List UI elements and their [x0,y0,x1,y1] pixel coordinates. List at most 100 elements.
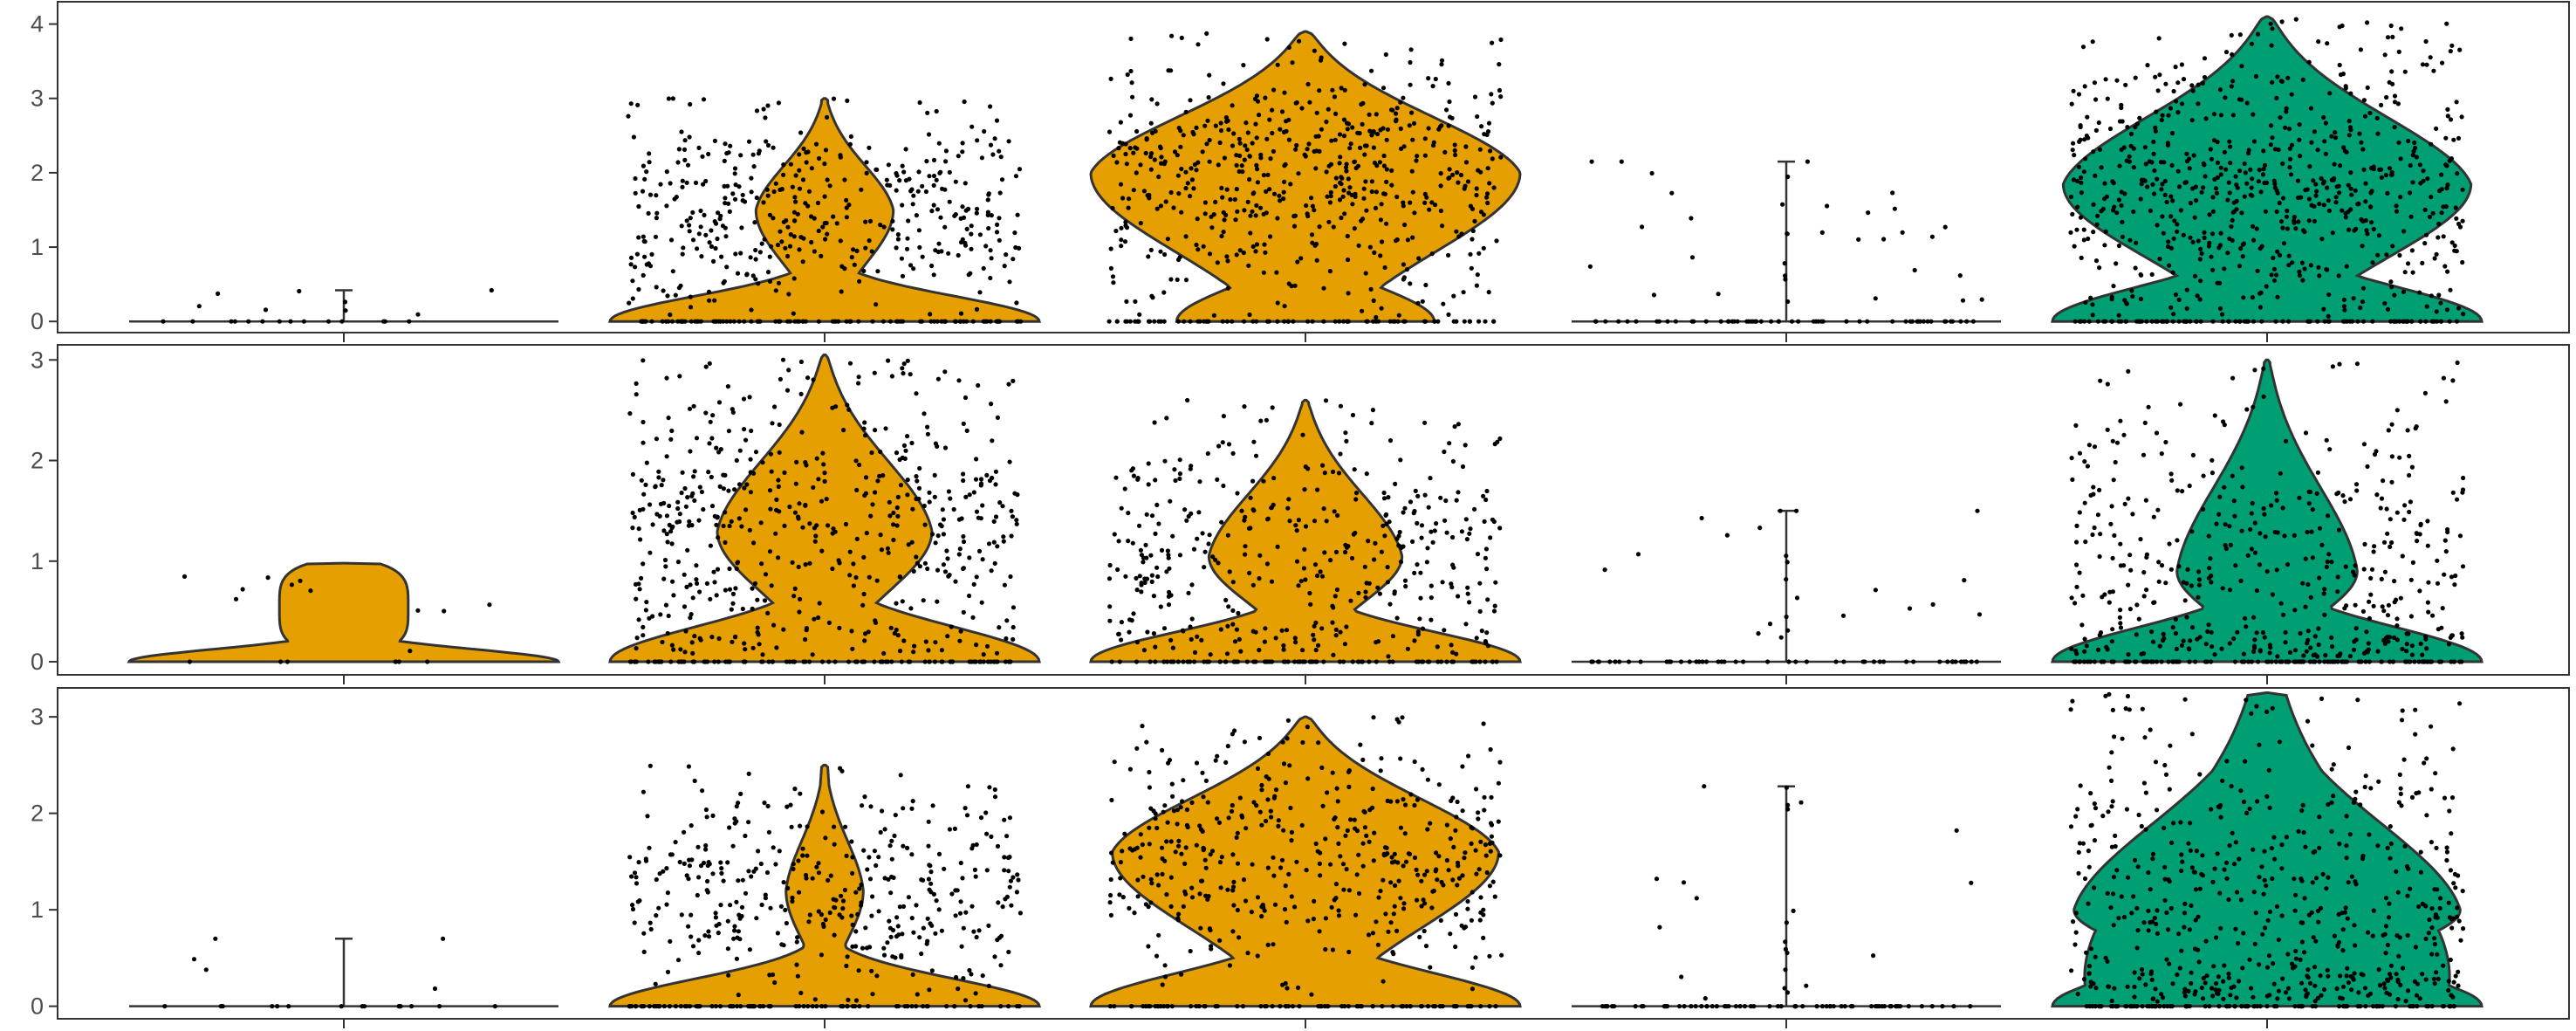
data-point [934,177,939,182]
data-point [998,963,1004,968]
data-point [1484,488,1490,494]
data-point [1428,821,1433,826]
data-point [915,560,920,566]
data-point [2071,177,2077,182]
data-point [2346,182,2351,188]
data-point [1796,319,1801,324]
data-point [1308,601,1313,608]
data-point [761,1004,766,1009]
data-point [1300,739,1305,746]
violin-body [1089,715,1522,1008]
data-point [901,443,907,448]
data-point [1452,424,1457,430]
data-point [641,633,646,638]
data-point [994,230,1000,235]
data-point [1380,239,1385,244]
data-point [1484,630,1490,636]
data-point [2169,131,2175,136]
data-point [1474,787,1479,792]
data-point [1253,121,1258,127]
data-point [983,810,989,815]
data-point [2090,302,2095,307]
data-point [783,907,788,912]
data-point [910,972,915,977]
data-point [2392,93,2398,99]
data-point [2249,511,2254,516]
data-point [2262,635,2267,640]
data-point [1401,863,1406,869]
data-point [1367,112,1372,117]
jitter-points [1107,715,1504,1009]
data-point [1254,162,1259,168]
data-point [2449,795,2456,801]
data-point [2159,451,2164,457]
data-point [1292,904,1298,910]
data-point [977,232,983,237]
data-point [1209,944,1214,949]
data-point [1134,845,1140,850]
data-point [627,411,633,416]
data-point [641,440,646,445]
data-point [647,550,653,555]
data-point [1456,180,1461,185]
data-point [2286,253,2292,258]
data-point [1785,950,1790,956]
data-point [801,146,806,151]
data-point [1482,808,1487,813]
data-point [831,526,836,532]
data-point [1184,807,1189,813]
data-point [408,649,413,654]
data-point [2353,188,2358,193]
data-point [2241,241,2246,246]
data-point [2074,227,2079,232]
data-point [1681,880,1687,885]
data-point [1871,659,1877,664]
data-point [2175,538,2180,543]
data-point [1136,523,1142,528]
data-point [816,477,821,482]
data-point [986,983,991,988]
data-point [1312,519,1318,524]
data-point [2337,653,2342,658]
data-point [840,906,846,911]
data-point [636,581,641,587]
data-point [1442,449,1447,455]
data-point [1477,918,1483,923]
data-point [825,114,830,120]
data-point [2392,125,2397,130]
data-point [246,319,251,324]
data-point [1119,244,1124,249]
data-point [669,852,675,857]
data-point [1975,508,1980,513]
data-point [2098,378,2103,383]
data-point [2382,300,2388,306]
data-point [2429,195,2434,200]
data-point [2130,293,2135,299]
data-point [2217,306,2223,311]
data-point [628,255,634,260]
data-point [891,522,896,527]
data-point [2083,299,2088,306]
data-point [841,428,846,433]
data-point [2347,319,2353,324]
data-point [2336,273,2341,278]
data-point [2076,164,2082,169]
data-point [1118,860,1123,865]
data-point [2208,556,2213,561]
data-point [1782,986,1787,991]
data-point [748,457,753,462]
data-point [941,532,946,537]
data-point [1224,319,1230,324]
data-point [1242,404,1247,409]
data-point [703,364,709,369]
data-point [1189,636,1194,643]
data-point [1018,319,1024,324]
data-point [2101,319,2107,324]
data-point [977,290,983,295]
data-point [2330,230,2335,236]
data-point [647,615,652,621]
data-point [415,312,421,317]
data-point [935,533,941,539]
data-point [966,206,971,211]
